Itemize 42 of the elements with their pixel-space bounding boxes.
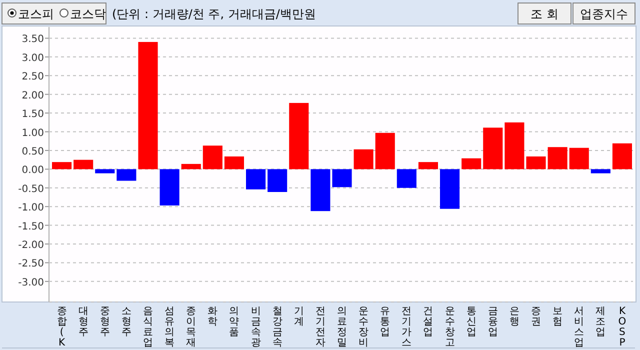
x-tick-label: 의료정밀: [337, 306, 347, 348]
y-tick-label: -2.50: [18, 258, 44, 270]
x-tick-label: 중형주: [100, 306, 110, 338]
x-tick-label: 유통업: [380, 306, 390, 338]
x-tick-label: 대형주: [78, 306, 88, 338]
y-tick-label: 2.00: [22, 90, 44, 102]
x-tick-label: 제조업: [596, 306, 606, 338]
x-tick-label: 기계: [294, 306, 304, 328]
x-tick-label: 음식료업: [143, 306, 153, 348]
x-tick-label: 전기전자: [315, 306, 326, 348]
x-tick-label: 건설업: [423, 306, 434, 338]
x-tick-label: 철강금속: [272, 306, 282, 348]
x-tick-label: 섬유의복: [164, 306, 175, 348]
x-tick-label: 화학: [208, 306, 218, 328]
y-tick-label: -1.00: [18, 202, 44, 214]
x-tick-label: 서비스업: [574, 306, 584, 348]
y-tick-label: 3.50: [22, 34, 44, 46]
x-tick-label: 통신업: [466, 306, 476, 338]
x-tick-label: 운수창고: [444, 306, 455, 348]
y-tick-label: 1.00: [22, 128, 44, 139]
y-tick-label: 0.00: [22, 165, 44, 176]
x-tick-label: 비금속광: [250, 306, 261, 348]
x-tick-label: 보험: [552, 306, 563, 328]
x-tick-label: 전기가스: [402, 306, 412, 348]
y-tick-label: 3.00: [22, 52, 44, 64]
header: 코스피 코스닥 (단위 : 거래량/천 주, 거래대금/백만원 조 회 업종지수: [2, 2, 636, 24]
y-tick-label: -0.50: [18, 184, 44, 195]
y-tick-label: 2.50: [22, 72, 44, 83]
x-tick-label: 종합(K: [56, 306, 67, 348]
y-tick-label: -2.00: [18, 240, 44, 252]
y-tick-label: 0.50: [22, 146, 44, 158]
y-tick-label: 1.50: [22, 109, 44, 120]
x-tick-label: 종이목재: [186, 306, 196, 348]
x-tick-label: 은행: [509, 306, 520, 328]
x-tick-label: 증권: [531, 306, 541, 328]
y-tick-label: -1.50: [18, 221, 44, 232]
x-tick-label: KOSP: [618, 306, 626, 348]
y-tick-label: -3.00: [18, 277, 44, 288]
x-tick-label: 금융업: [488, 306, 498, 338]
x-tick-label: 운수장비: [358, 306, 369, 348]
x-tick-label: 소형주: [121, 306, 132, 338]
x-tick-label: 의약품: [229, 306, 240, 338]
